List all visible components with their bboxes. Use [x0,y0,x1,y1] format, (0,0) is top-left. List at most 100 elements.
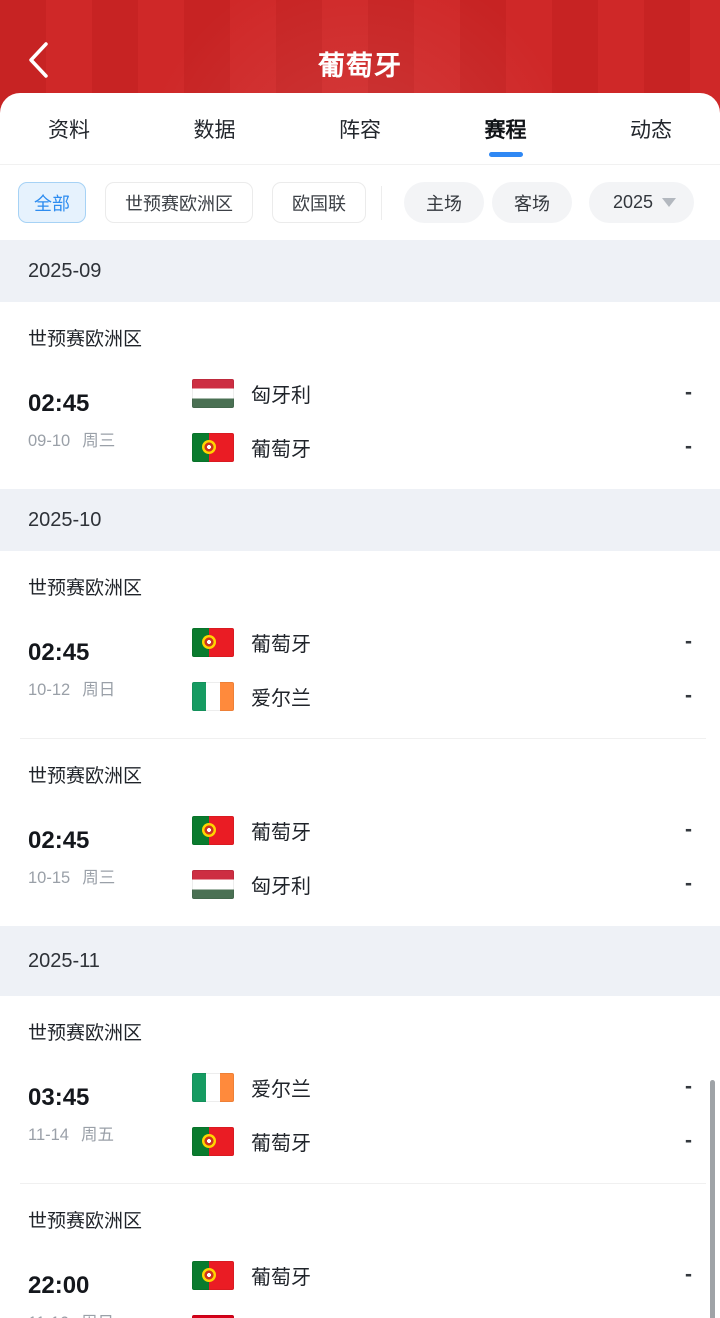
weekday-value: 周三 [82,868,116,887]
kickoff-time: 02:45 [28,389,90,417]
match-row[interactable]: 世预赛欧洲区 02:45 09-10 周三 匈牙利 [0,302,720,489]
filter-away[interactable]: 客场 [492,182,572,223]
home-team: 爱尔兰 [192,1072,672,1102]
tab-profile[interactable]: 资料 [44,93,94,164]
match-date: 10-15 周三 [28,864,192,888]
schedule-list: 2025-09 世预赛欧洲区 02:45 09-10 周三 匈牙利 [0,240,720,1318]
content-card: 资料 数据 阵容 赛程 动态 全部 世预赛欧洲区 欧国联 主场 客场 [0,93,720,1318]
team-name: 葡萄牙 [251,438,311,461]
team-name: 葡萄牙 [251,821,311,844]
home-team: 匈牙利 [192,378,672,408]
away-score: - [685,684,692,707]
competition-label: 世预赛欧洲区 [28,578,143,599]
match-date: 11-16 周日 [28,1309,192,1318]
filter-home[interactable]: 主场 [404,182,484,223]
home-score: - [685,630,692,653]
chevron-left-icon [29,42,48,78]
tab-schedule[interactable]: 赛程 [481,93,531,164]
match-time-block: 03:45 11-14 周五 [28,1084,192,1145]
year-dropdown[interactable]: 2025 [589,182,695,223]
team-name: 爱尔兰 [251,687,311,710]
date-value: 09-10 [28,431,71,450]
teams-column: 葡萄牙 亚美尼亚 [192,1260,672,1318]
scrollbar[interactable] [710,1080,715,1318]
kickoff-time: 03:45 [28,1083,90,1111]
match-time-block: 02:45 10-12 周日 [28,639,192,700]
score-column: - - [672,378,692,462]
away-team: 爱尔兰 [192,681,672,711]
filter-all[interactable]: 全部 [18,182,86,223]
away-team: 匈牙利 [192,869,672,899]
ireland-flag-icon [192,681,234,711]
score-column: - - [672,627,692,711]
date-value: 10-15 [28,868,71,887]
hungary-flag-icon [192,378,234,408]
portugal-flag-icon [192,627,234,657]
kickoff-time: 02:45 [28,826,90,854]
teams-column: 爱尔兰 葡萄牙 [192,1072,672,1156]
tab-label: 资料 [48,118,90,142]
kickoff-time: 02:45 [28,638,90,666]
hungary-flag-icon [192,869,234,899]
weekday-value: 周日 [82,680,116,699]
home-team: 葡萄牙 [192,815,672,845]
match-date: 09-10 周三 [28,427,192,451]
portugal-flag-icon [192,815,234,845]
filter-nations-league[interactable]: 欧国联 [272,182,366,223]
score-column: - - [672,1260,692,1318]
match-row[interactable]: 世预赛欧洲区 02:45 10-12 周日 葡萄牙 [0,551,720,738]
month-header: 2025-11 [0,926,720,996]
date-value: 10-12 [28,680,71,699]
tab-stats[interactable]: 数据 [190,93,240,164]
portugal-flag-icon [192,1126,234,1156]
home-score: - [685,1263,692,1286]
match-time-block: 02:45 10-15 周三 [28,827,192,888]
team-name: 匈牙利 [251,875,311,898]
match-row[interactable]: 世预赛欧洲区 03:45 11-14 周五 爱尔兰 [0,996,720,1183]
tab-label: 阵容 [339,118,381,142]
match-date: 11-14 周五 [28,1121,192,1145]
team-name: 葡萄牙 [251,1266,311,1289]
home-score: - [685,818,692,841]
year-dropdown-value: 2025 [613,192,654,212]
competition-label: 世预赛欧洲区 [28,329,143,350]
filter-wc-qualifiers-europe[interactable]: 世预赛欧洲区 [105,182,253,223]
away-score: - [685,435,692,458]
portugal-flag-icon [192,432,234,462]
away-score: - [685,872,692,895]
away-team: 葡萄牙 [192,432,672,462]
team-name: 匈牙利 [251,384,311,407]
tab-label: 赛程 [484,118,527,142]
score-column: - - [672,815,692,899]
weekday-value: 周日 [81,1314,114,1318]
weekday-value: 周五 [80,1125,114,1144]
page-title: 葡萄牙 [318,51,402,81]
teams-column: 匈牙利 葡萄牙 [192,378,672,462]
teams-column: 葡萄牙 爱尔兰 [192,627,672,711]
team-name: 葡萄牙 [251,1132,311,1155]
team-name: 葡萄牙 [251,633,311,656]
match-row[interactable]: 世预赛欧洲区 02:45 10-15 周三 葡萄牙 [0,739,720,926]
armenia-flag-icon [192,1314,234,1318]
match-time-block: 22:00 11-16 周日 [28,1272,192,1318]
caret-down-icon [662,198,677,207]
filter-bar: 全部 世预赛欧洲区 欧国联 主场 客场 2025 [0,165,720,240]
away-score: - [685,1129,692,1152]
competition-label: 世预赛欧洲区 [28,1211,143,1232]
match-divider [20,738,706,739]
tab-squad[interactable]: 阵容 [335,93,385,164]
tab-bar: 资料 数据 阵容 赛程 动态 [0,93,720,165]
score-column: - - [672,1072,692,1156]
home-score: - [685,1075,692,1098]
ireland-flag-icon [192,1072,234,1102]
match-row[interactable]: 世预赛欧洲区 22:00 11-16 周日 葡萄牙 [0,1184,720,1318]
back-button[interactable] [14,36,62,84]
home-team: 葡萄牙 [192,627,672,657]
match-date: 10-12 周日 [28,676,192,700]
tab-news[interactable]: 动态 [626,93,676,164]
team-name: 亚美尼亚 [251,1315,331,1318]
teams-column: 葡萄牙 匈牙利 [192,815,672,899]
active-tab-indicator [488,152,523,157]
tab-label: 动态 [630,118,672,142]
